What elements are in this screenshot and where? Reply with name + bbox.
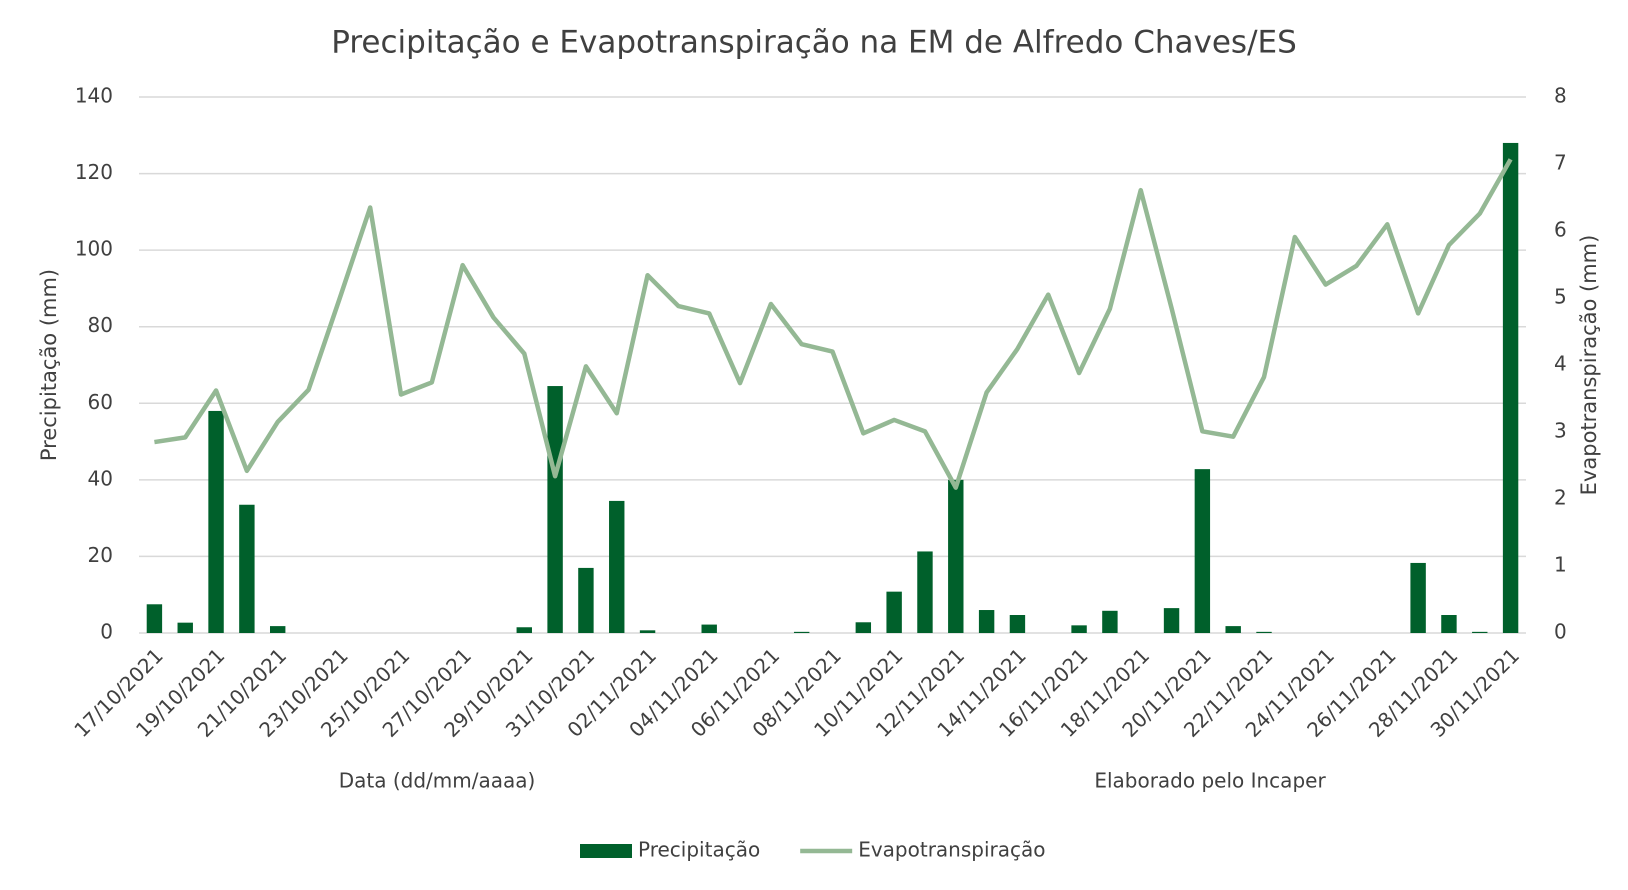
y-tick-label: 20 [88, 543, 113, 567]
legend-swatch [580, 844, 632, 858]
y-tick-label: 0 [100, 620, 113, 644]
legend-label: Precipitação [638, 838, 760, 862]
bar [1410, 562, 1426, 633]
bar [609, 500, 625, 633]
bar [269, 626, 286, 633]
y2-tick-label: 7 [1554, 151, 1567, 175]
bar [855, 622, 872, 633]
y2-tick-label: 2 [1554, 486, 1567, 510]
bar [1194, 469, 1211, 633]
bar [208, 410, 224, 633]
y2-tick-label: 0 [1554, 620, 1567, 644]
y2-tick-label: 8 [1554, 84, 1567, 108]
bar [886, 591, 902, 633]
bar [948, 479, 964, 633]
y-tick-label: 80 [88, 313, 113, 337]
bar [1102, 610, 1118, 633]
bar [239, 504, 255, 633]
bar [547, 386, 563, 633]
bar [793, 631, 810, 633]
legend-label: Evapotranspiração [858, 838, 1045, 862]
bar [1441, 615, 1457, 633]
x-axis-label: Data (dd/mm/aaaa) [339, 769, 536, 793]
annotation: Elaborado pelo Incaper [1094, 769, 1326, 793]
bar [1256, 631, 1272, 633]
bar [578, 567, 594, 633]
y2-tick-label: 1 [1554, 553, 1567, 577]
y-tick-label: 60 [88, 390, 113, 414]
bar [516, 627, 532, 633]
y2-tick-label: 3 [1554, 419, 1567, 443]
y2-axis-label: Evapotranspiração (mm) [1577, 235, 1601, 496]
bar [1502, 142, 1519, 633]
y-tick-label: 40 [88, 466, 113, 490]
bar [639, 630, 656, 633]
y2-tick-label: 6 [1554, 218, 1567, 242]
bar [1472, 631, 1488, 633]
y-tick-label: 100 [75, 237, 113, 261]
bar [177, 622, 193, 633]
bar [917, 551, 933, 633]
y-tick-label: 120 [75, 160, 113, 184]
y2-tick-label: 4 [1554, 352, 1567, 376]
line [154, 158, 1513, 490]
bar [978, 610, 995, 633]
bar [1071, 625, 1087, 633]
bar [1163, 608, 1180, 633]
bar [1225, 626, 1241, 633]
y-tick-label: 140 [75, 84, 113, 108]
bar [146, 604, 163, 633]
chart-title: Precipitação e Evapotranspiração na EM d… [331, 25, 1297, 61]
y2-tick-label: 5 [1554, 285, 1567, 309]
bar [701, 624, 717, 633]
bar [1009, 615, 1026, 633]
y-axis-label: Precipitação (mm) [37, 269, 61, 461]
